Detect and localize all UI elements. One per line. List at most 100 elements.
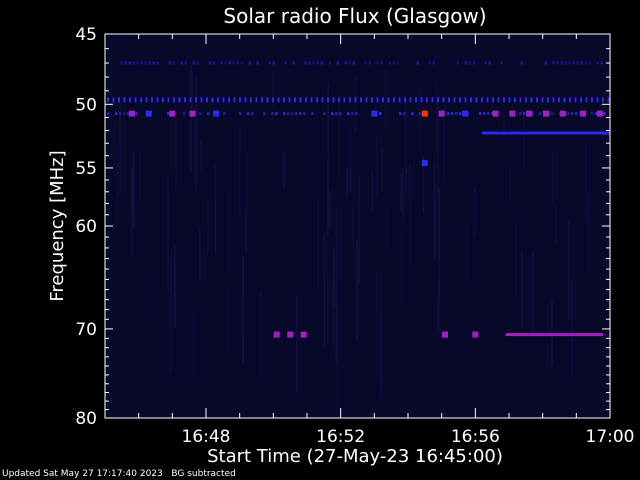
band-mark [432, 61, 435, 65]
hotspot-mark [128, 110, 135, 117]
band-mark [483, 112, 486, 116]
band-mark [505, 333, 604, 337]
band-mark [107, 97, 109, 103]
background-streak [119, 102, 121, 197]
band-mark [453, 97, 456, 103]
band-mark [261, 97, 263, 103]
band-mark [398, 97, 401, 103]
band-mark [275, 112, 278, 116]
hotspot-mark [371, 110, 378, 117]
background-streak [385, 205, 388, 247]
band-mark [192, 61, 195, 65]
background-streak [405, 99, 407, 192]
hotspot-mark [421, 160, 428, 167]
background-streak [323, 231, 326, 349]
hotspot-mark [421, 110, 428, 117]
background-streak [329, 190, 331, 228]
background-streak [327, 82, 330, 201]
background-streak [214, 162, 217, 255]
band-mark [240, 61, 243, 65]
background-streak [169, 262, 172, 373]
band-mark [349, 97, 351, 103]
band-mark [248, 61, 251, 65]
background-streak [283, 151, 285, 189]
band-mark [585, 97, 588, 103]
background-streak [199, 228, 201, 280]
band-mark [486, 97, 489, 103]
band-mark [482, 131, 610, 135]
band-mark [487, 112, 490, 116]
band-mark [503, 97, 505, 103]
background-streak [409, 164, 411, 263]
band-mark [115, 112, 118, 116]
band-mark [323, 112, 326, 116]
band-mark [508, 97, 511, 103]
background-streak [335, 282, 338, 365]
band-mark [428, 61, 431, 65]
band-mark [387, 97, 390, 103]
band-mark [376, 97, 379, 103]
band-mark [464, 97, 467, 103]
band-mark [327, 97, 329, 103]
band-mark [393, 97, 395, 103]
band-mark [464, 61, 467, 65]
background-streak [195, 76, 197, 191]
background-streak [346, 167, 348, 199]
band-mark [459, 112, 462, 116]
band-mark [272, 61, 275, 65]
band-mark [195, 97, 197, 103]
background-streak [167, 175, 169, 292]
band-mark [411, 112, 414, 116]
x-tick-label: 16:52 [316, 427, 365, 447]
band-mark [184, 61, 187, 65]
band-mark [299, 97, 302, 103]
band-mark [173, 97, 175, 103]
band-mark [332, 97, 335, 103]
band-mark [348, 61, 351, 65]
band-mark [135, 112, 138, 116]
band-mark [152, 61, 155, 65]
band-mark [156, 97, 159, 103]
background-streak [228, 194, 231, 276]
band-mark [347, 112, 350, 116]
band-mark [576, 61, 579, 65]
background-streak [317, 201, 319, 293]
hotspot-mark [438, 110, 445, 117]
band-mark [451, 112, 454, 116]
band-mark [199, 112, 202, 116]
background-streak [376, 133, 378, 195]
background-streak [588, 216, 591, 277]
band-mark [560, 61, 563, 65]
band-mark [520, 61, 523, 65]
background-streak [400, 229, 403, 304]
band-mark [580, 61, 583, 65]
hotspot-mark [287, 331, 294, 338]
band-mark [571, 112, 574, 116]
band-mark [311, 112, 314, 116]
band-mark [596, 61, 599, 65]
band-mark [396, 61, 399, 65]
band-mark [459, 97, 461, 103]
background-streak [532, 251, 534, 334]
background-streak [568, 218, 570, 320]
background-streak [332, 280, 334, 350]
band-mark [294, 97, 296, 103]
background-streak [552, 150, 554, 203]
hotspot-mark [492, 110, 499, 117]
band-mark [180, 61, 183, 65]
band-mark [523, 112, 526, 116]
x-tick-label: 16:48 [182, 427, 231, 447]
background-streak [309, 119, 312, 185]
band-mark [287, 112, 290, 116]
band-mark [310, 97, 313, 103]
band-mark [519, 97, 522, 103]
band-mark [118, 97, 120, 103]
hotspot-mark [580, 110, 587, 117]
y-axis-label: Frequency [MHz] [47, 150, 68, 301]
band-mark [277, 97, 280, 103]
background-streak [473, 187, 476, 238]
background-streak [296, 294, 298, 393]
band-mark [239, 97, 241, 103]
background-streak [207, 195, 209, 255]
